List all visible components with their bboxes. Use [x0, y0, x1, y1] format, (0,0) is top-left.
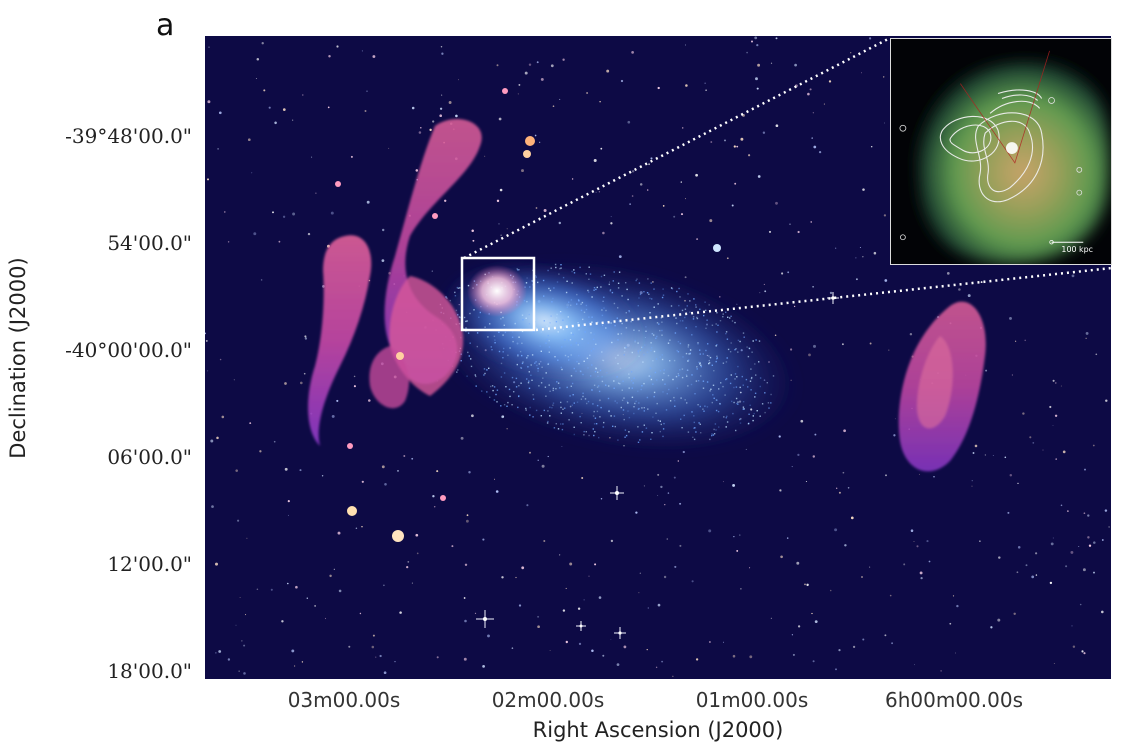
dec-tick-label: -39°48'00.0" — [65, 124, 192, 148]
bright-stars — [476, 292, 839, 639]
ra-tick-label: 01m00.00s — [695, 688, 809, 712]
scale-bar-label: 100 kpc — [1061, 245, 1093, 254]
scale-bar: 100 kpc — [1049, 240, 1093, 254]
dec-tick-label: 06'00.0" — [107, 445, 192, 469]
dec-tick-label: 12'00.0" — [107, 552, 192, 576]
ra-tick-label: 02m00.00s — [491, 688, 605, 712]
y-axis-label: Declination (J2000) — [6, 257, 30, 459]
dec-tick-label: 18'00.0" — [107, 659, 192, 683]
dec-tick-label: -40°00'00.0" — [65, 338, 192, 362]
radio-contours — [939, 89, 1044, 203]
radio-relic-east — [308, 118, 482, 446]
inset-zoom-image: 100 kpc — [890, 38, 1112, 265]
dec-tick-label: 54'00.0" — [107, 231, 192, 255]
panel-letter: a — [156, 8, 175, 43]
cluster-core — [467, 265, 527, 317]
radio-relic-west — [898, 301, 986, 472]
inset-guide-lines — [960, 50, 1050, 164]
x-axis-label: Right Ascension (J2000) — [532, 718, 784, 742]
ra-tick-label: 6h00m00.00s — [884, 688, 1023, 712]
ra-tick-label: 03m00.00s — [287, 688, 401, 712]
